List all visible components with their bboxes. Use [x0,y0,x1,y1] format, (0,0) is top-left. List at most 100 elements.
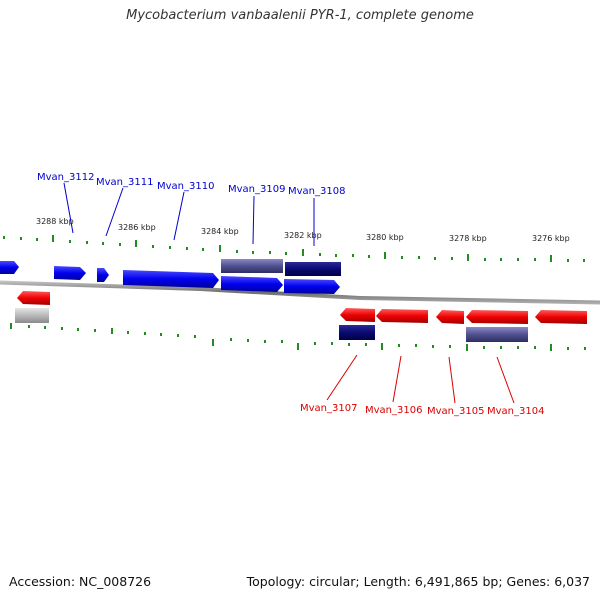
tick [517,346,519,349]
gene-feature-reverse[interactable] [17,291,50,305]
tick [550,344,552,351]
leader-line [173,191,185,241]
tick [331,342,333,345]
tick [194,335,196,338]
lower-scale-ticks [10,323,586,351]
scale-label: 3278 kbp [449,234,487,243]
tick [236,250,238,253]
forward-strand-genes [0,259,341,294]
tick [466,344,468,351]
genome-title: Mycobacterium vanbaalenii PYR-1, complet… [126,8,474,23]
gene-feature-forward[interactable] [285,262,341,276]
tick [418,256,420,259]
tick [52,235,54,242]
tick [86,241,88,244]
tick [500,346,502,349]
tick [567,259,569,262]
tick [517,258,519,261]
tick [44,326,46,329]
scale-label: 3286 kbp [118,223,156,232]
gene-feature-reverse[interactable] [15,308,49,323]
gene-feature-reverse[interactable] [436,310,464,324]
tick [160,333,162,336]
genome-backbone [0,280,600,305]
gene-label-mvan-3106[interactable]: Mvan_3106 [365,405,422,416]
leader-line [448,356,456,404]
gene-label-mvan-3110[interactable]: Mvan_3110 [157,181,214,192]
tick [348,343,350,346]
tick [230,338,232,341]
tick [352,254,354,257]
tick [398,344,400,347]
gene-feature-reverse[interactable] [466,310,528,324]
tick [584,347,586,350]
tick [500,258,502,261]
tick [583,259,585,262]
scale-label: 3282 kbp [284,231,322,240]
scale-labels: 3288 kbp 3286 kbp 3284 kbp 3282 kbp 3280… [36,217,570,243]
tick [169,246,171,249]
tick [102,242,104,245]
reverse-gene-labels: Mvan_3107 Mvan_3106 Mvan_3105 Mvan_3104 [300,354,544,417]
tick [186,247,188,250]
leader-line [63,182,74,234]
gene-feature-reverse[interactable] [376,309,428,323]
tick [94,329,96,332]
gene-feature-forward[interactable] [97,268,109,282]
tick [28,325,30,328]
tick [281,340,283,343]
tick [534,258,536,261]
leader-line [326,354,358,401]
tick [368,255,370,258]
gene-feature-forward[interactable] [0,261,19,274]
tick [135,240,137,247]
tick [550,255,552,262]
tick [36,238,38,241]
tick [467,254,469,261]
scale-label: 3284 kbp [201,227,239,236]
gene-label-mvan-3108[interactable]: Mvan_3108 [288,186,345,197]
gene-feature-forward[interactable] [221,259,283,273]
gene-label-mvan-3112[interactable]: Mvan_3112 [37,172,94,183]
gene-feature-reverse[interactable] [340,308,375,322]
tick [449,345,451,348]
tick [127,331,129,334]
gene-label-mvan-3105[interactable]: Mvan_3105 [427,406,484,417]
gene-feature-reverse[interactable] [339,325,375,340]
gene-label-mvan-3104[interactable]: Mvan_3104 [487,406,544,417]
tick [20,237,22,240]
tick [3,236,5,239]
tick [314,342,316,345]
tick [319,253,321,256]
gene-feature-forward[interactable] [123,270,219,288]
gene-label-mvan-3111[interactable]: Mvan_3111 [96,177,153,188]
tick [451,257,453,260]
tick [567,347,569,350]
tick [212,339,214,346]
gene-feature-forward[interactable] [54,266,86,280]
leader-line [496,356,515,404]
tick [111,328,113,334]
gene-label-mvan-3107[interactable]: Mvan_3107 [300,403,357,414]
tick [483,346,485,349]
gene-feature-reverse[interactable] [466,327,528,342]
gene-label-mvan-3109[interactable]: Mvan_3109 [228,184,285,195]
gene-feature-forward[interactable] [284,279,340,294]
tick [77,328,79,331]
leader-line [252,195,255,245]
tick [365,343,367,346]
tick [415,344,417,347]
tick [381,343,383,350]
tick [252,251,254,254]
gene-feature-reverse[interactable] [535,310,587,324]
accession-text: Accession: NC_008726 [9,574,152,589]
scale-label: 3280 kbp [366,233,404,242]
tick [297,343,299,350]
tick [484,258,486,261]
tick [269,251,271,254]
tick [384,252,386,259]
tick [401,256,403,259]
scale-label: 3276 kbp [532,234,570,243]
upper-scale-ticks [3,235,585,262]
gene-feature-forward[interactable] [221,276,283,292]
